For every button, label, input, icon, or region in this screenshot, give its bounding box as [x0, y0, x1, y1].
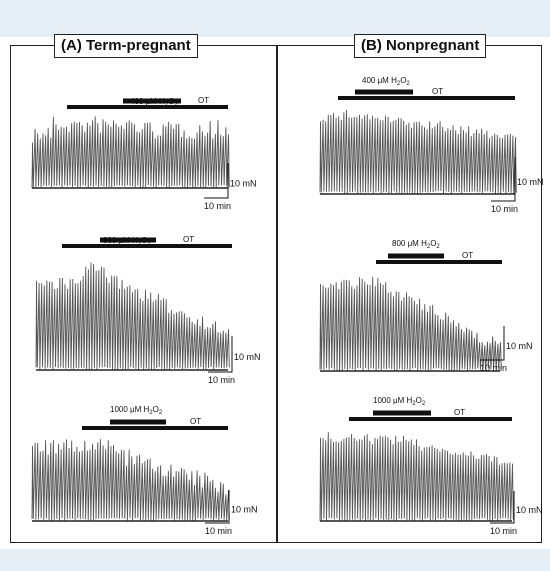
scale-force-label-a1: 10 mN — [230, 179, 257, 189]
h2o2-label-a3: 1000 μM H2O2 — [110, 405, 163, 416]
ot-label-b2: OT — [462, 251, 473, 260]
h2o2-label-b3: 1000 μM H2O2 — [373, 396, 426, 407]
scale-bar-a1 — [204, 163, 229, 199]
ot-label-b1: OT — [432, 87, 443, 96]
scale-time-label-b2: 10 min — [480, 363, 507, 373]
panel-divider — [276, 45, 278, 543]
scale-force-label-b2: 10 mN — [506, 341, 533, 351]
scale-force-label-b1: 10 mN — [517, 177, 544, 187]
contraction-trace-b3 — [319, 432, 514, 522]
scale-time-label-a1: 10 min — [204, 201, 231, 211]
scale-time-label-b3: 10 min — [490, 526, 517, 536]
h2o2-label-b2: 800 μM H2O2 — [392, 239, 440, 250]
ot-label-b3: OT — [454, 408, 465, 417]
contraction-trace-b1 — [319, 109, 517, 194]
h2o2-label-a2: 800 μM H2O2 — [103, 236, 151, 247]
scale-force-label-b3: 10 mN — [516, 505, 543, 515]
h2o2-label-a1: 400 μM H2O2 — [130, 97, 178, 108]
scale-time-label-b1: 10 min — [491, 204, 518, 214]
ot-label-a3: OT — [190, 417, 201, 426]
top-band — [0, 0, 550, 37]
scale-bar-a3 — [205, 490, 230, 524]
scale-bar-b3 — [490, 491, 515, 524]
scale-force-label-a2: 10 mN — [234, 352, 261, 362]
scale-bar-b2 — [480, 326, 505, 361]
ot-label-a1: OT — [198, 96, 209, 105]
contraction-trace-a3 — [31, 439, 230, 522]
panel-a-title: (A) Term-pregnant — [54, 34, 198, 58]
ot-label-a2: OT — [183, 235, 194, 244]
contraction-trace-a2 — [35, 262, 230, 371]
scale-force-label-a3: 10 mN — [231, 505, 258, 515]
scale-bar-b1 — [491, 157, 516, 202]
h2o2-label-b1: 400 μM H2O2 — [362, 76, 410, 87]
bottom-band — [0, 549, 550, 571]
scale-time-label-a2: 10 min — [208, 375, 235, 385]
scale-bar-a2 — [208, 336, 233, 373]
contraction-trace-a1 — [31, 116, 230, 189]
panel-b-title: (B) Nonpregnant — [354, 34, 487, 58]
scale-time-label-a3: 10 min — [205, 526, 232, 536]
contraction-trace-b2 — [319, 276, 502, 372]
